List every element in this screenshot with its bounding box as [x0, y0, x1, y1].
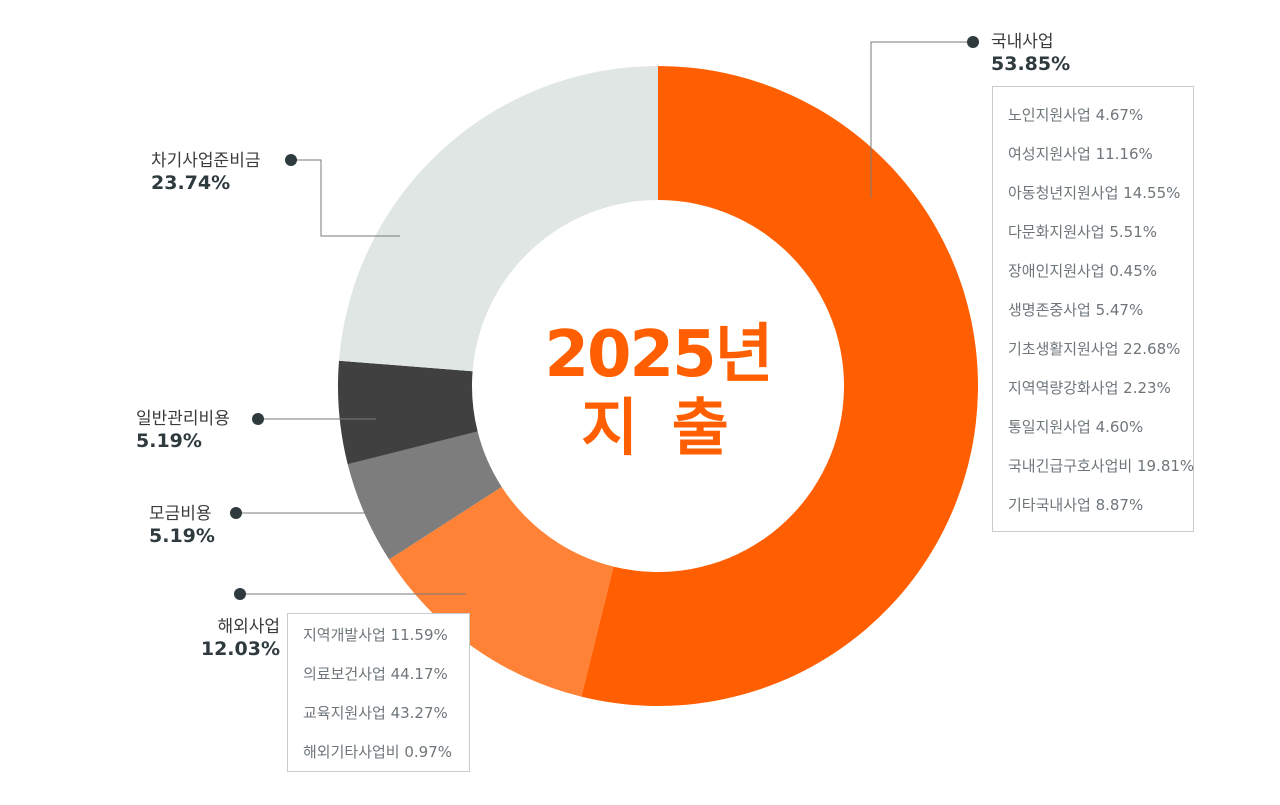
- label-overseas: 해외사업 12.03%: [180, 616, 280, 660]
- label-fundraising-name: 모금비용: [149, 504, 212, 524]
- overseas-item: 의료보건사업 44.17%: [303, 665, 448, 683]
- label-fundraising-pct: 5.19%: [149, 525, 215, 547]
- center-label: 지 출: [581, 391, 735, 464]
- label-fundraising: 모금비용 5.19%: [149, 503, 215, 547]
- leader-dot-overseas: [234, 588, 246, 600]
- label-overseas-name: 해외사업: [217, 617, 280, 637]
- label-domestic-pct: 53.85%: [991, 53, 1071, 75]
- overseas-item: 교육지원사업 43.27%: [303, 704, 448, 722]
- domestic-item: 국내긴급구호사업비 19.81%: [1008, 457, 1195, 475]
- label-overseas-pct: 12.03%: [200, 638, 280, 660]
- label-reserve-name: 차기사업준비금: [151, 151, 261, 171]
- donut-slice-1: [389, 486, 614, 697]
- label-reserve: 차기사업준비금 23.74%: [151, 150, 260, 194]
- overseas-item: 지역개발사업 11.59%: [303, 626, 448, 644]
- donut-slice-4: [339, 66, 658, 372]
- donut-slice-3: [338, 360, 478, 465]
- label-admin-name: 일반관리비용: [136, 409, 230, 429]
- leader-dot-admin: [252, 413, 264, 425]
- domestic-item: 기타국내사업 8.87%: [1008, 496, 1144, 514]
- domestic-item: 아동청년지원사업 14.55%: [1008, 184, 1181, 202]
- overseas-breakdown-box: 지역개발사업 11.59% 의료보건사업 44.17% 교육지원사업 43.27…: [287, 613, 470, 772]
- domestic-item: 기초생활지원사업 22.68%: [1008, 340, 1181, 358]
- leader-line-reserve: [291, 159, 400, 237]
- donut-slice-0: [581, 66, 978, 706]
- label-reserve-pct: 23.74%: [151, 172, 231, 194]
- domestic-item: 다문화지원사업 5.51%: [1008, 223, 1158, 241]
- domestic-item: 통일지원사업 4.60%: [1008, 418, 1144, 436]
- domestic-item: 노인지원사업 4.67%: [1008, 106, 1144, 124]
- label-admin-pct: 5.19%: [136, 430, 202, 452]
- donut-slice-2: [347, 431, 502, 560]
- label-domestic-name: 국내사업: [991, 32, 1054, 52]
- domestic-item: 생명존중사업 5.47%: [1008, 301, 1144, 319]
- label-domestic: 국내사업 53.85%: [991, 31, 1070, 75]
- overseas-item: 해외기타사업비 0.97%: [303, 743, 453, 761]
- domestic-item: 장애인지원사업 0.45%: [1008, 262, 1158, 280]
- domestic-breakdown-box: 노인지원사업 4.67% 여성지원사업 11.16% 아동청년지원사업 14.5…: [992, 86, 1194, 532]
- leader-dot-reserve: [285, 154, 297, 166]
- leader-dot-domestic: [967, 36, 979, 48]
- domestic-item: 여성지원사업 11.16%: [1008, 145, 1153, 163]
- leader-dot-fundraising: [230, 507, 242, 519]
- label-admin: 일반관리비용 5.19%: [136, 408, 230, 452]
- leader-line-domestic: [870, 41, 973, 198]
- center-year: 2025년: [544, 318, 773, 392]
- domestic-item: 지역역량강화사업 2.23%: [1008, 379, 1171, 397]
